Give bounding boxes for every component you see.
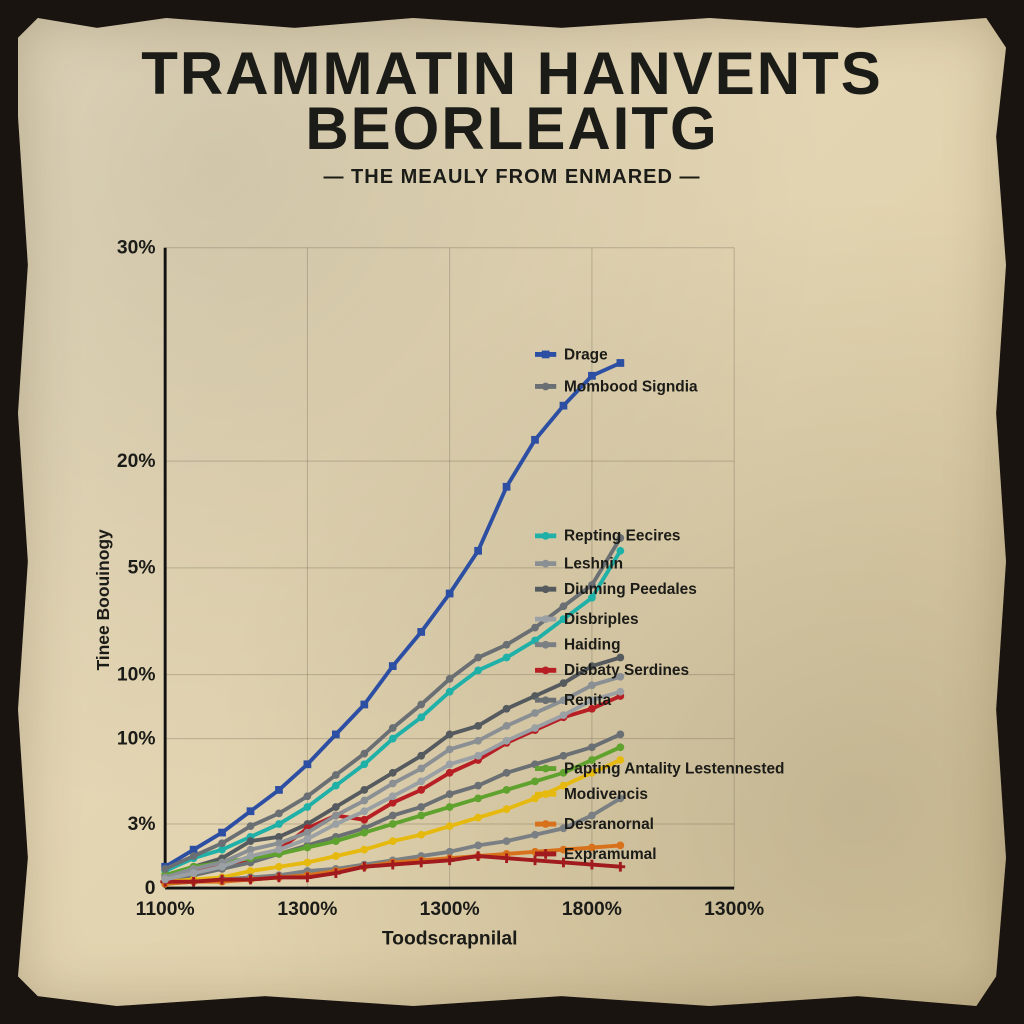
title-block: TRAMMATIN HANVENTS BEORLEAITG THE MEAULY… [18, 46, 1006, 189]
x-tick-label: 1300% [704, 898, 764, 920]
y-tick-label: 5% [128, 557, 156, 579]
chart-svg: 0 3% 10% 10% 5% 20% 30% 1100% 1300% 1300% 1800% 130… [88, 238, 956, 956]
x-tick-label: 1300% [277, 898, 337, 920]
title-line-2: BEORLEAITG [18, 101, 1006, 156]
legend-label: Modivencis [564, 786, 648, 803]
subtitle: THE MEAULY FROM ENMARED [18, 166, 1006, 189]
legend-label: Repting Eecires [564, 528, 681, 545]
legend-label: Leshnin [564, 555, 623, 572]
y-tick-label: 30% [117, 238, 156, 259]
y-tick-label: 10% [117, 663, 156, 685]
legend-label: Desranornal [564, 816, 654, 833]
line-chart: 0 3% 10% 10% 5% 20% 30% 1100% 1300% 1300% 1800% 130… [88, 238, 956, 956]
x-tick-label: 1800% [562, 898, 622, 920]
legend-label: Disbaty Serdines [564, 662, 689, 679]
x-tick-label: 1100% [136, 898, 195, 920]
legend-label: Disbriples [564, 611, 639, 628]
x-axis-title: Toodscrapnilal [382, 927, 518, 949]
x-tick-label: 1300% [420, 898, 480, 920]
y-tick-label: 0 [145, 877, 156, 899]
legend-label: Expramumal [564, 846, 657, 863]
legend-label: Mombood Signdia [564, 378, 698, 395]
paper-background: TRAMMATIN HANVENTS BEORLEAITG THE MEAULY… [18, 18, 1006, 1006]
title-line-1: TRAMMATIN HANVENTS [18, 46, 1006, 101]
y-tick-label: 10% [117, 727, 156, 749]
legend-label: Drage [564, 346, 608, 363]
page-frame: TRAMMATIN HANVENTS BEORLEAITG THE MEAULY… [0, 0, 1024, 1024]
y-tick-label: 3% [128, 813, 156, 835]
legend-label: Haiding [564, 637, 621, 654]
legend-label: Papting Antality Lestennested [564, 760, 785, 777]
legend-label: Renita [564, 692, 612, 709]
legend-label: Diuming Peedales [564, 581, 697, 598]
y-axis-title: Tinee Boouinogy [93, 529, 113, 671]
y-tick-label: 20% [117, 450, 156, 472]
